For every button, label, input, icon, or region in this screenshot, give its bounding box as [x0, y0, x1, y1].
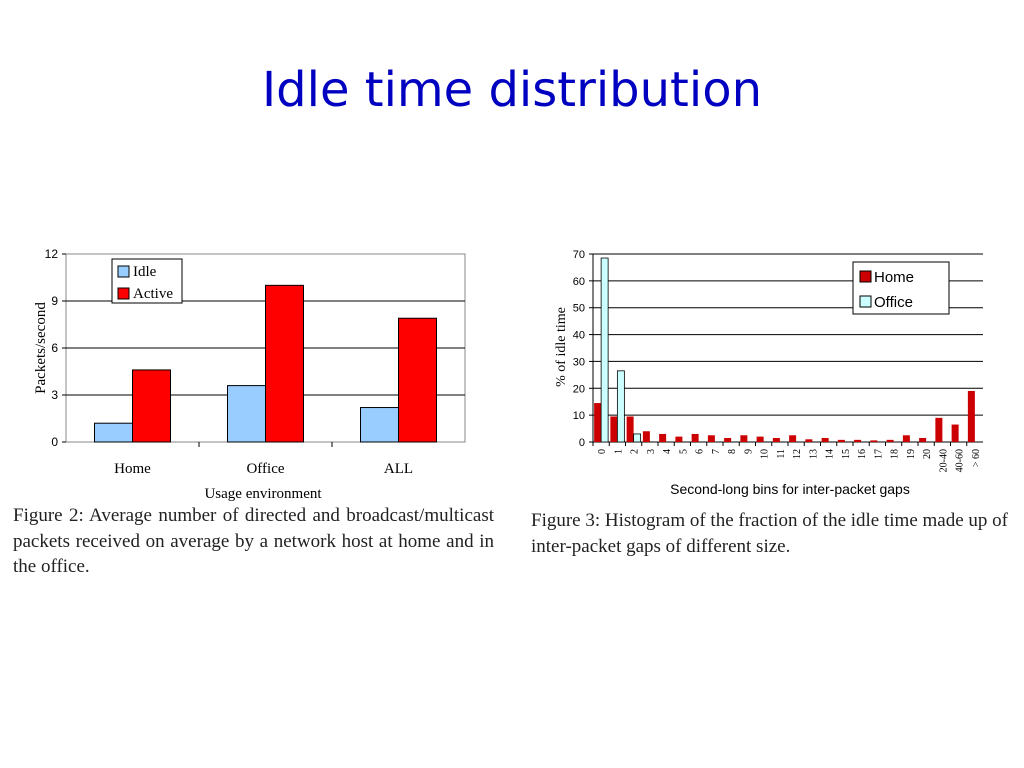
legend-swatch-idle	[117, 265, 130, 278]
y-tick-label: 30	[573, 356, 585, 368]
x-tick-label: 6	[695, 449, 706, 454]
bar-home	[854, 439, 862, 442]
x-tick-label: 5	[678, 449, 689, 454]
bar-home	[821, 437, 829, 442]
bar-home	[951, 424, 959, 442]
x-tick-label: 10	[760, 449, 771, 459]
bar-home	[659, 433, 667, 442]
bar-office	[633, 433, 642, 443]
packets-bar-chart: 0 3 6 9 12 Home Office ALL Usage environment Pack…	[33, 247, 466, 502]
x-tick-label: 16	[857, 449, 868, 459]
bar-idle	[227, 385, 266, 443]
y-tick-label: 0	[51, 435, 58, 449]
x-tick-label: 20	[922, 449, 933, 459]
legend-swatch-active	[117, 287, 130, 300]
bar-home	[805, 439, 813, 442]
x-tick-label: 19	[906, 449, 917, 459]
y-tick-label: 50	[573, 303, 585, 315]
slide-title: Idle time distribution	[262, 62, 762, 118]
bar-active	[398, 317, 437, 443]
x-tick-label: 1	[613, 449, 624, 454]
y-tick-label: 3	[51, 388, 58, 402]
x-tick-label: 2	[630, 449, 641, 454]
bar-home	[675, 436, 683, 442]
bar-home	[837, 439, 845, 442]
bar-home	[902, 435, 910, 442]
y-tick-label: 9	[51, 294, 58, 308]
x-tick-label: 7	[711, 449, 722, 454]
bar-home	[870, 440, 878, 442]
y-tick-label: 10	[573, 410, 585, 422]
y-tick-label: 12	[45, 247, 59, 261]
legend-label-idle: Idle	[133, 264, 157, 280]
bar-active	[265, 284, 304, 443]
y-tick-label: 70	[573, 249, 585, 261]
x-axis-label: Second-long bins for inter-packet gaps	[670, 481, 910, 497]
y-axis-label: % of idle time	[554, 307, 569, 387]
bar-home	[756, 436, 764, 442]
bar-home	[594, 403, 602, 442]
y-tick-label: 6	[51, 341, 58, 355]
x-tick-label: 18	[890, 449, 901, 459]
bar-home	[691, 433, 699, 442]
x-tick-label: 20-40	[938, 449, 949, 472]
x-axis-label: Usage environment	[204, 486, 322, 502]
bar-home	[967, 390, 975, 442]
x-tick-label: 13	[808, 449, 819, 459]
x-tick-label: Office	[246, 461, 284, 477]
x-tick-label: Home	[114, 461, 151, 477]
y-tick-label: 40	[573, 330, 585, 342]
x-tick-label: 8	[727, 449, 738, 454]
legend-label-office: Office	[874, 294, 913, 311]
x-tick-label: ALL	[384, 461, 413, 477]
bar-home	[919, 437, 927, 442]
bar-home	[707, 435, 715, 442]
x-tick-label: 15	[841, 449, 852, 459]
x-tick-label: 9	[743, 449, 754, 454]
bar-home	[740, 435, 748, 442]
bar-office	[600, 257, 609, 443]
bar-idle	[360, 407, 399, 443]
bar-active	[132, 369, 171, 443]
bar-home	[772, 437, 780, 442]
bar-home	[935, 417, 943, 442]
y-tick-label: 20	[573, 383, 585, 395]
x-tick-label: 4	[662, 449, 673, 454]
figure-3-caption: Figure 3: Histogram of the fraction of t…	[531, 510, 1008, 557]
y-axis-label: Packets/second	[33, 302, 49, 394]
y-tick-label: 60	[573, 276, 585, 288]
bar-home	[610, 416, 618, 442]
bar-home	[886, 439, 894, 442]
legend-swatch-office	[859, 295, 872, 308]
bar-home	[789, 435, 797, 442]
x-tick-label: 3	[646, 449, 657, 454]
bar-idle	[94, 422, 133, 443]
bar-office	[616, 370, 625, 443]
figure-2-caption: Figure 2: Average number of directed and…	[13, 505, 494, 577]
legend-swatch-home	[859, 270, 872, 283]
y-tick-label: 0	[579, 437, 585, 449]
x-tick-label: 12	[792, 449, 803, 459]
x-tick-label: > 60	[971, 449, 982, 467]
x-tick-label: 40-60	[955, 449, 966, 472]
legend-label-active: Active	[133, 286, 173, 302]
x-tick-label: 11	[776, 449, 787, 459]
bar-home	[626, 416, 634, 442]
x-tick-label: 17	[873, 449, 884, 459]
bar-home	[642, 431, 650, 442]
x-tick-label: 14	[825, 449, 836, 459]
x-tick-label: 0	[597, 449, 608, 454]
legend-label-home: Home	[874, 269, 914, 286]
bar-home	[724, 437, 732, 442]
